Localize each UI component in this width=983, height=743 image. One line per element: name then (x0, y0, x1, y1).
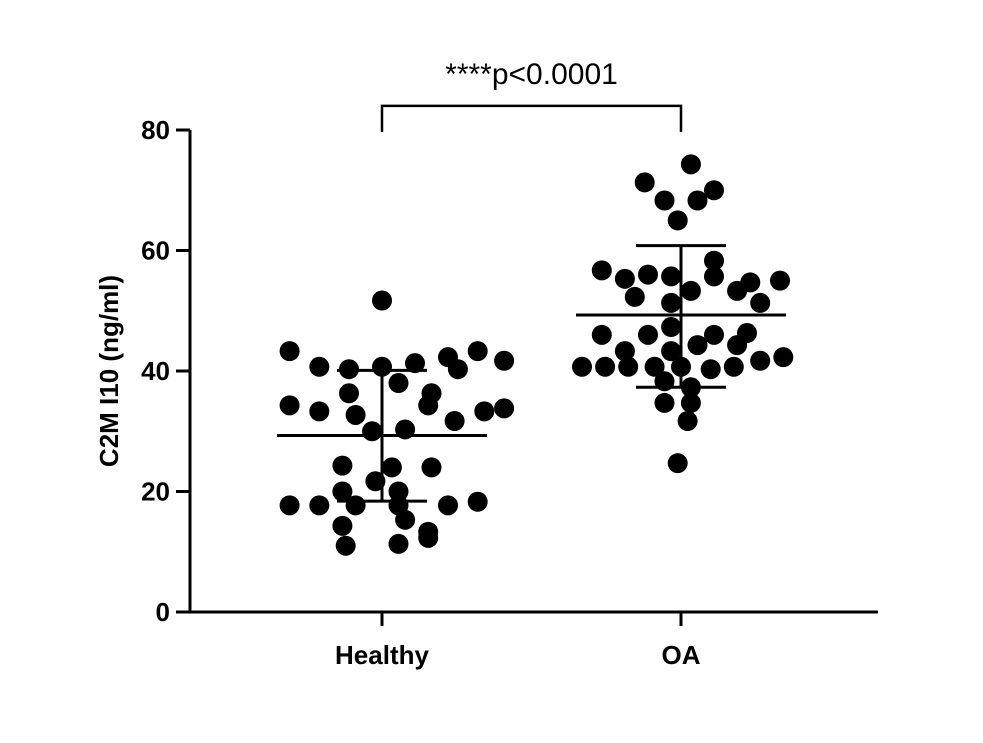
data-point-healthy (418, 527, 439, 548)
data-point-healthy (395, 509, 416, 530)
data-point-oa (661, 317, 682, 338)
data-point-oa (638, 264, 658, 285)
data-point-oa (704, 266, 724, 287)
data-point-healthy (345, 495, 366, 516)
data-point-oa (595, 356, 616, 377)
data-point-oa (680, 392, 701, 413)
data-point-healthy (332, 455, 353, 476)
data-point-oa (591, 260, 612, 281)
data-point-oa (644, 356, 665, 377)
data-point-oa (727, 280, 748, 301)
data-point-oa (667, 210, 688, 231)
y-tick-label: 60 (141, 236, 170, 266)
data-point-oa (614, 268, 635, 289)
significance-annotation: ****p<0.0001 (380, 58, 683, 132)
data-point-oa (661, 341, 682, 362)
data-point-oa (638, 324, 658, 345)
data-point-healthy (388, 533, 409, 554)
data-point-healthy (279, 395, 300, 416)
data-point-oa (687, 335, 708, 356)
data-point-healthy (395, 419, 416, 440)
data-point-oa (618, 356, 639, 377)
data-point-healthy (332, 481, 353, 502)
data-point-oa (704, 324, 724, 345)
y-axis-label: C2M I10 (ng/ml) (94, 275, 124, 467)
data-point-healthy (494, 398, 515, 419)
data-point-healthy (381, 457, 402, 478)
data-point-healthy (345, 404, 366, 425)
data-point-oa (671, 356, 691, 377)
data-point-healthy (388, 373, 409, 394)
data-point-oa (591, 324, 612, 345)
data-point-oa (704, 250, 724, 271)
data-point-oa (634, 172, 655, 193)
data-point-healthy (309, 401, 330, 422)
data-point-oa (687, 190, 708, 211)
data-points (279, 154, 794, 556)
data-point-oa (750, 292, 771, 313)
data-point-healthy (467, 491, 488, 512)
data-point-healthy (372, 356, 392, 377)
data-point-oa (770, 270, 790, 291)
data-point-oa (654, 392, 675, 413)
data-point-healthy (447, 359, 468, 380)
data-point-oa (661, 266, 682, 287)
y-tick-label: 0 (156, 597, 170, 627)
data-point-oa (667, 453, 688, 474)
data-point-oa (773, 347, 794, 368)
data-point-healthy (438, 495, 458, 516)
data-point-oa (614, 341, 635, 362)
data-point-oa (680, 154, 701, 175)
x-tick-label-oa: OA (662, 640, 701, 670)
data-point-healthy (444, 411, 465, 432)
data-point-healthy (388, 481, 409, 502)
data-point-healthy (332, 515, 353, 536)
x-tick-label-healthy: Healthy (335, 640, 429, 670)
data-point-healthy (372, 290, 392, 311)
data-point-healthy (362, 421, 383, 442)
data-point-healthy (339, 383, 359, 404)
data-point-healthy (279, 341, 300, 362)
data-point-oa (704, 180, 724, 201)
data-point-healthy (339, 359, 359, 380)
data-point-oa (680, 280, 701, 301)
y-tick-label: 80 (141, 115, 170, 145)
data-point-healthy (365, 471, 386, 492)
significance-bracket (380, 104, 683, 132)
data-point-healthy (279, 495, 300, 516)
data-point-healthy (467, 341, 488, 362)
data-point-oa (572, 356, 592, 377)
y-tick-label: 20 (141, 477, 170, 507)
axes: C2M I10 (ng/ml) (94, 130, 878, 614)
data-point-oa (727, 335, 748, 356)
data-point-oa (700, 359, 721, 380)
data-point-healthy (418, 395, 439, 416)
ticks: 0 20 40 60 80 Healthy OA (141, 115, 701, 670)
data-point-healthy (309, 356, 330, 377)
data-point-oa (654, 371, 675, 392)
data-point-oa (654, 190, 675, 211)
data-point-healthy (494, 350, 515, 371)
data-point-oa (661, 292, 682, 313)
y-tick-label: 40 (141, 356, 170, 386)
data-point-healthy (474, 401, 495, 422)
significance-label: ****p<0.0001 (445, 58, 618, 91)
data-point-healthy (405, 353, 425, 374)
data-point-healthy (335, 535, 356, 556)
data-point-healthy (309, 495, 330, 516)
data-point-oa (723, 356, 744, 377)
data-point-oa (624, 286, 645, 307)
data-point-oa (677, 411, 698, 432)
data-point-healthy (421, 457, 442, 478)
data-point-oa (750, 350, 771, 371)
data-point-oa (680, 377, 701, 398)
